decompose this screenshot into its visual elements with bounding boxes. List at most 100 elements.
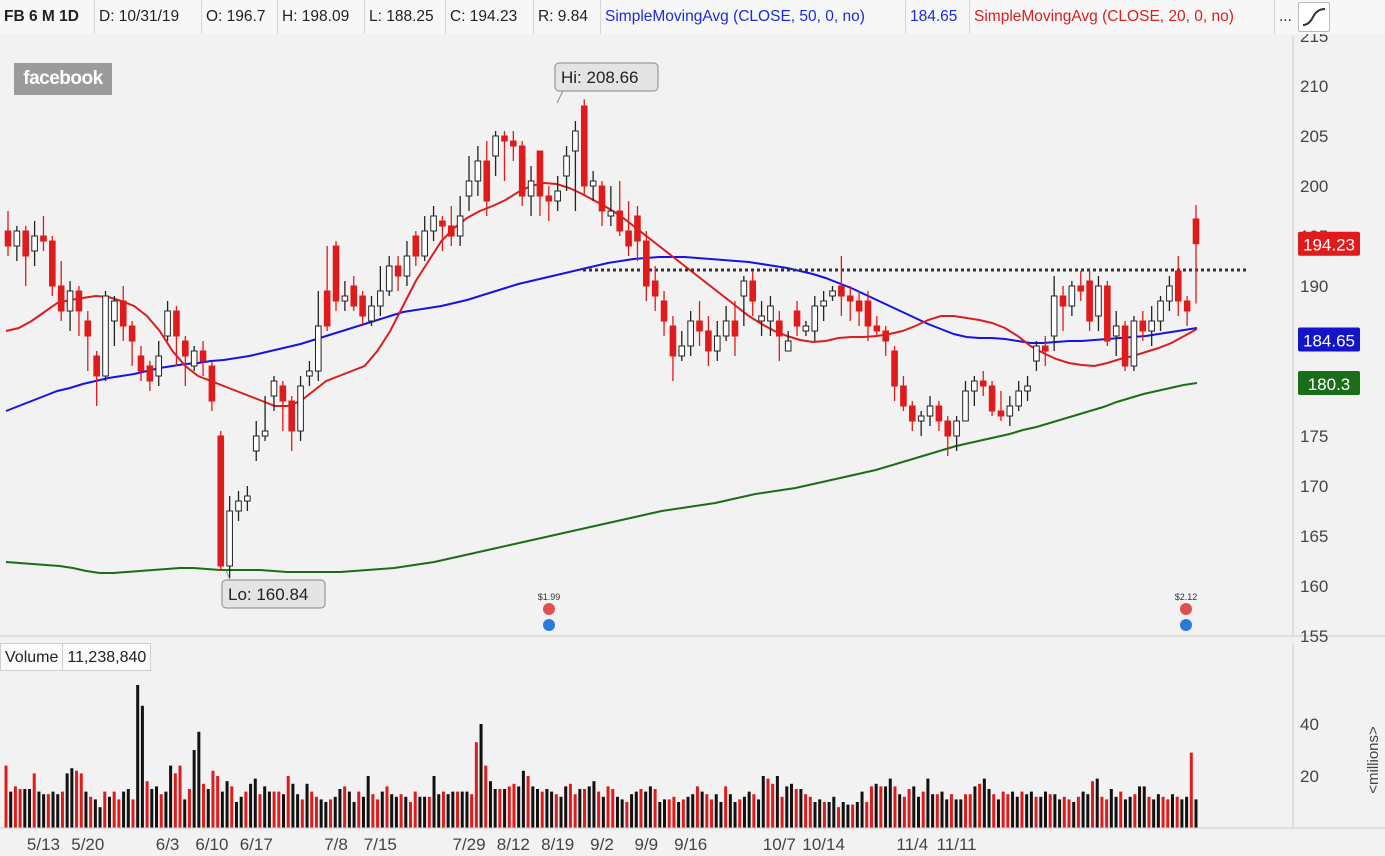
candle-body: [22, 230, 30, 257]
candle-body: [279, 385, 287, 402]
symbol-label[interactable]: FB 6 M 1D: [0, 0, 95, 34]
candle: [979, 371, 987, 396]
volume-bar: [531, 786, 535, 828]
candle-body: [421, 230, 428, 257]
candle: [483, 141, 491, 216]
candle-body: [873, 325, 881, 332]
candle: [1033, 341, 1040, 371]
more-studies-button[interactable]: ...: [1279, 8, 1292, 25]
candle: [758, 301, 765, 336]
candle: [456, 196, 464, 246]
volume-bar: [267, 791, 271, 828]
volume-bar: [437, 794, 441, 828]
volume-bar: [926, 778, 930, 828]
volume-bar: [498, 789, 502, 828]
candle-body: [1059, 295, 1067, 307]
low-callout-box: [221, 579, 326, 609]
volume-study-label[interactable]: Volume: [0, 643, 64, 671]
candle-body: [1086, 280, 1093, 322]
volume-bar: [456, 791, 460, 828]
sma20-study-label[interactable]: SimpleMovingAvg (CLOSE, 20, 0, no): [970, 0, 1275, 34]
sma200-line: [5, 382, 1198, 574]
candle: [944, 416, 952, 456]
candle-body: [501, 135, 508, 142]
volume-bar: [545, 789, 549, 828]
volume-tick-label: 40: [1300, 715, 1319, 734]
candle-body: [377, 290, 384, 307]
candle-body: [350, 285, 358, 307]
volume-bar: [244, 791, 248, 828]
candle: [75, 286, 83, 336]
candle: [953, 416, 960, 451]
volume-bar: [197, 731, 201, 828]
candle: [731, 301, 739, 356]
date-tick-label: 10/7: [763, 835, 796, 854]
candle-body: [119, 300, 127, 327]
candle-body: [527, 180, 535, 197]
volume-bar: [1091, 781, 1095, 828]
volume-bar: [1095, 778, 1099, 828]
dividend-marker-2-amount: $2.12: [1175, 592, 1198, 602]
price-tick-label: 190: [1300, 277, 1328, 296]
drawing-tools-button[interactable]: [1298, 2, 1330, 32]
sma200-layer: [5, 382, 1198, 574]
volume-bar: [846, 804, 850, 828]
sma50-study-label[interactable]: SimpleMovingAvg (CLOSE, 50, 0, no): [601, 0, 906, 34]
volume-bar: [1128, 796, 1132, 828]
candle-body: [182, 340, 189, 357]
candle: [244, 486, 251, 511]
volume-bar: [173, 773, 177, 828]
volume-bar: [714, 794, 718, 828]
volume-bar: [832, 796, 836, 828]
dividend-marker-2-earnings-icon: [1180, 603, 1192, 615]
volume-axis-label: <millions>: [1365, 726, 1382, 794]
candle: [518, 141, 526, 206]
candle-body: [962, 390, 969, 422]
volume-header: Volume 11,238,840: [0, 643, 152, 671]
candle-body: [217, 435, 225, 567]
volume-bar: [37, 791, 41, 828]
candle-body: [900, 385, 907, 407]
volume-bar: [484, 765, 488, 828]
volume-bar: [1067, 799, 1071, 828]
candle: [66, 281, 74, 331]
candle-body: [979, 380, 987, 387]
candle-body: [953, 420, 960, 437]
volume-bar: [272, 791, 276, 828]
candle: [971, 376, 978, 406]
volume-bar: [319, 799, 323, 828]
candle: [545, 186, 553, 221]
low-callout-pointer: [225, 569, 231, 581]
volume-bar: [672, 796, 676, 828]
price-labels-layer: 194.23 184.65 180.3: [1298, 231, 1360, 395]
volume-bar: [775, 776, 779, 828]
candle: [908, 401, 916, 431]
range-readout: R: 9.84: [534, 0, 601, 34]
dividend-marker-1-amount: $1.99: [538, 592, 561, 602]
candle-body: [155, 355, 163, 377]
candle-body: [261, 430, 269, 437]
volume-bar: [239, 796, 243, 828]
volume-bar: [630, 794, 634, 828]
candle: [1157, 296, 1164, 331]
candle-body: [1077, 285, 1085, 292]
candle-body: [492, 135, 499, 157]
volume-bar: [89, 796, 93, 828]
volume-bar: [954, 799, 958, 828]
volume-bar: [554, 794, 558, 828]
candle-body: [1174, 270, 1182, 302]
volume-bar: [1048, 794, 1052, 828]
candle: [1050, 276, 1058, 351]
volume-bar: [992, 794, 996, 828]
candle: [1006, 396, 1014, 426]
volume-bar: [42, 794, 46, 828]
candle-body: [164, 310, 171, 337]
date-axis: 5/13 5/20 6/3 6/10 6/17 7/8 7/15 7/29 8/12 8/19 9/…: [0, 827, 1385, 854]
volume-bar: [169, 765, 173, 828]
volume-bar: [578, 789, 582, 828]
volume-bar: [1194, 799, 1198, 828]
candle: [155, 341, 163, 386]
volume-bar: [945, 799, 949, 828]
volume-bar: [206, 789, 210, 828]
